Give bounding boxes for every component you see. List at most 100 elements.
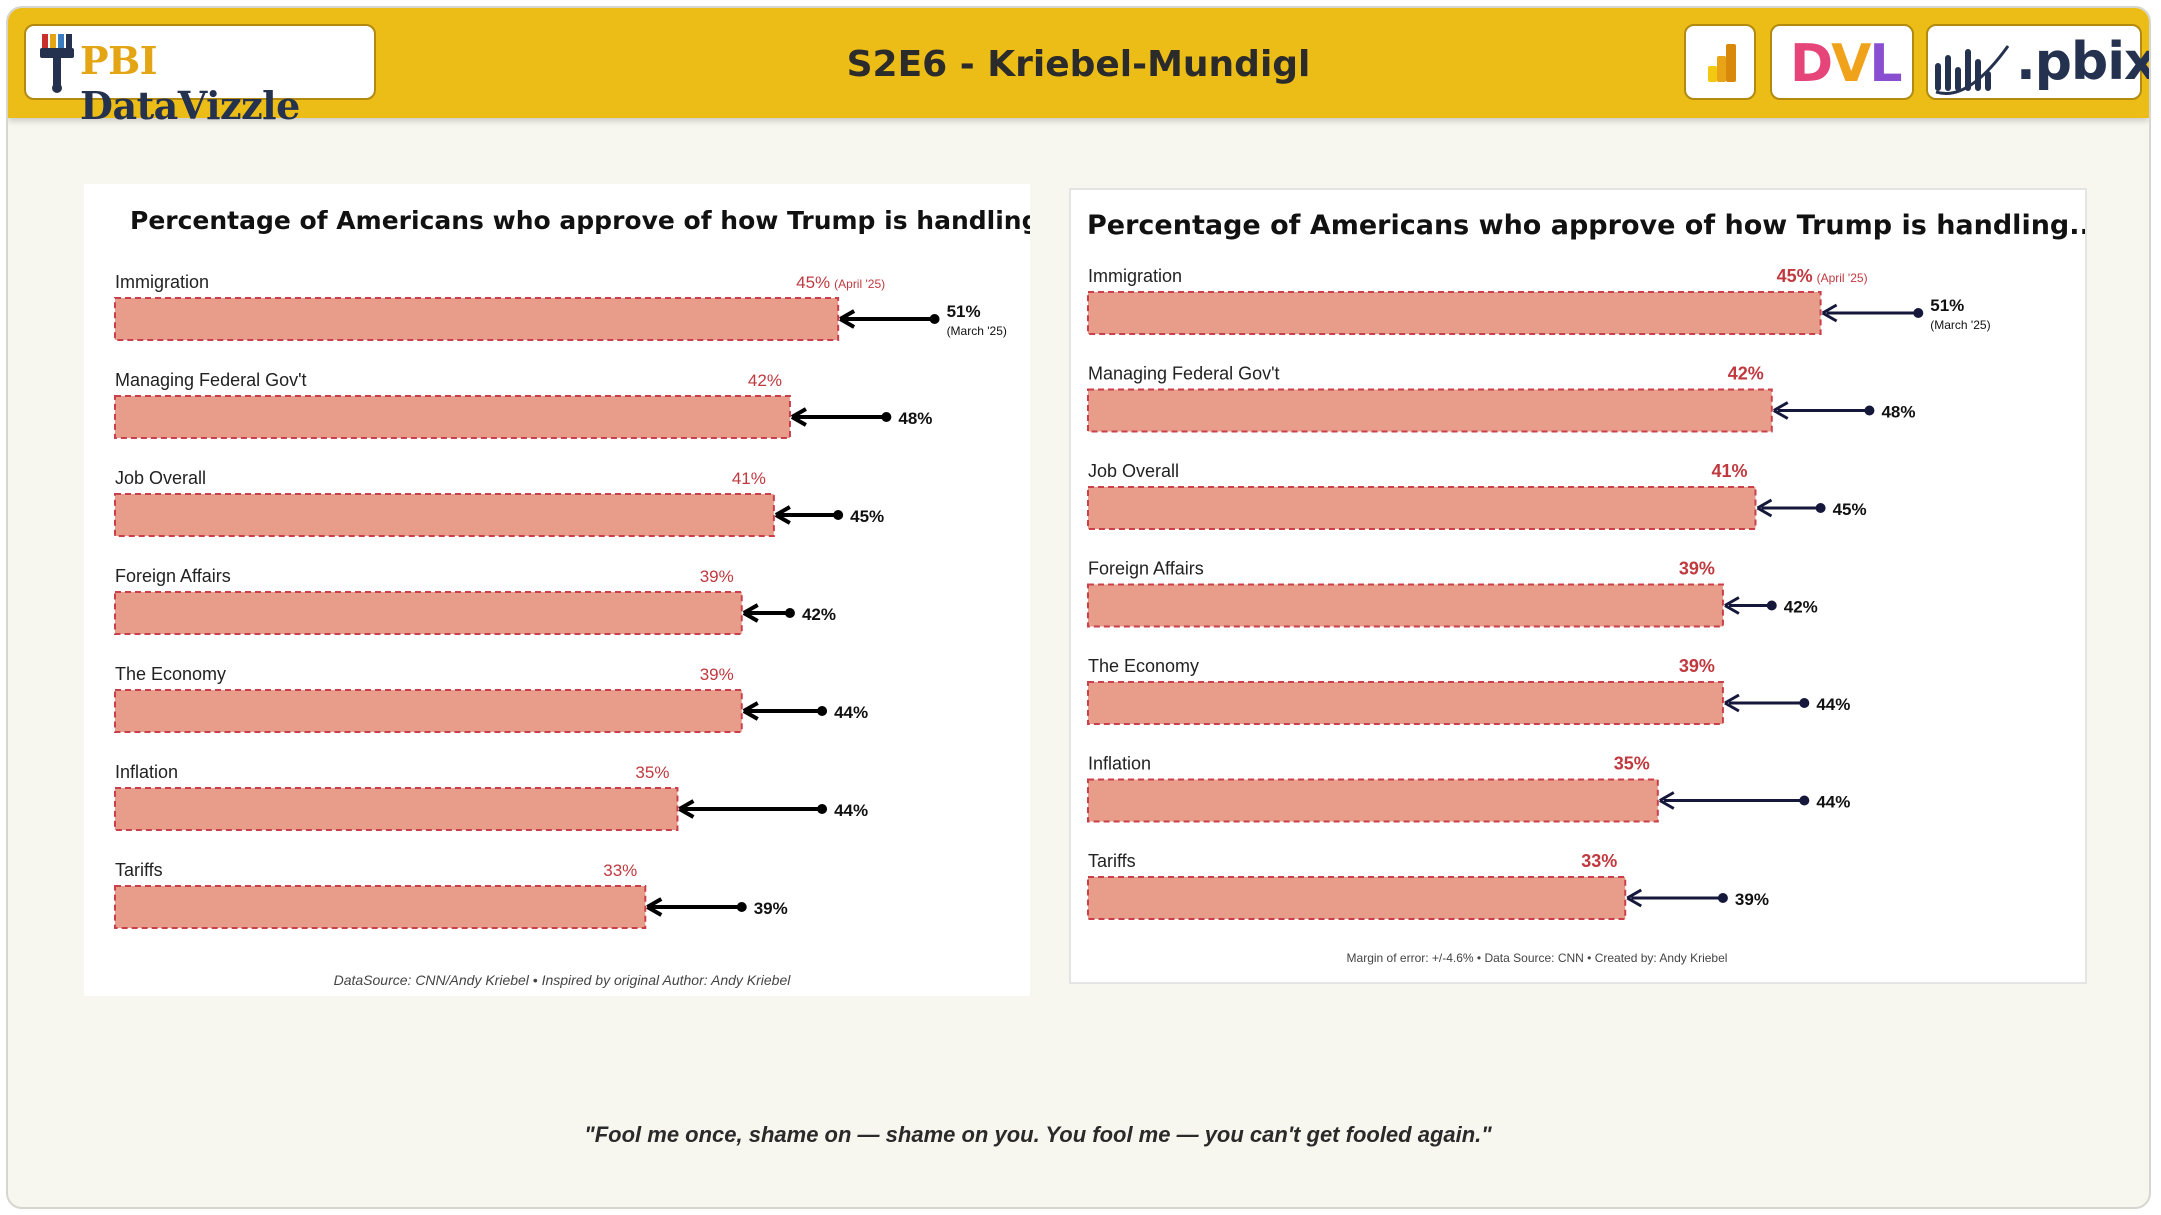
previous-value-foreign-affairs: 42% <box>802 605 836 624</box>
pbix-label: .pbix <box>2016 32 2151 92</box>
approval-chart-right: Percentage of Americans who approve of h… <box>1087 210 2085 965</box>
category-label-immigration: Immigration <box>115 272 209 292</box>
current-value-foreign-affairs: 39% <box>700 567 734 586</box>
previous-value-tariffs: 39% <box>754 899 788 918</box>
previous-value-tariffs: 39% <box>1735 890 1769 909</box>
bar-immigration <box>1087 291 1822 335</box>
current-value-the-economy: 39% <box>700 665 734 684</box>
chart-footer: Margin of error: +/-4.6% • Data Source: … <box>1347 951 1728 965</box>
current-value-immigration: 45% <box>1777 266 1813 286</box>
pbi-datavizzle-logo[interactable]: PBI DataVizzle <box>24 24 376 128</box>
previous-period-note: (March '25) <box>947 324 1007 338</box>
bar-managing-federal-gov-t <box>1087 388 1773 433</box>
previous-dot-foreign-affairs <box>1766 600 1777 611</box>
previous-dot-managing-federal-gov-t <box>881 412 892 422</box>
current-value-job-overall: 41% <box>732 469 766 488</box>
current-value-managing-federal-gov-t: 42% <box>748 371 782 390</box>
arrow-head-tariffs <box>646 897 663 917</box>
current-value-inflation: 35% <box>635 763 669 782</box>
bar-chart-icon <box>1935 45 2010 95</box>
current-value-tariffs: 33% <box>603 861 637 880</box>
arrow-head-inflation <box>678 799 695 819</box>
previous-dot-inflation <box>817 804 828 814</box>
current-value-tariffs: 33% <box>1581 851 1617 871</box>
logo-text: PBI DataVizzle <box>80 38 374 128</box>
previous-period-note: (March '25) <box>1930 318 1990 332</box>
current-value-inflation: 35% <box>1614 754 1650 774</box>
dvl-letter-l: L <box>1869 34 1902 94</box>
previous-dot-job-overall <box>1815 503 1826 513</box>
current-period-note: (April '25) <box>1817 271 1868 285</box>
previous-value-the-economy: 44% <box>834 703 868 722</box>
bar-the-economy <box>1087 681 1724 725</box>
bar-managing-federal-gov-t <box>114 395 791 439</box>
chart-footer: DataSource: CNN/Andy Kriebel • Inspired … <box>334 972 792 988</box>
bar-foreign-affairs <box>114 591 743 635</box>
arrow-head-immigration <box>839 309 856 329</box>
arrow-head-job-overall <box>774 505 791 525</box>
previous-value-immigration: 51% <box>1930 296 1964 315</box>
arrow-head-immigration <box>1821 303 1838 323</box>
chart-title: Percentage of Americans who approve of h… <box>1087 210 2085 241</box>
paintbrush-icon <box>40 34 74 93</box>
category-label-the-economy: The Economy <box>115 664 226 684</box>
quote-text: "Fool me once, shame on — shame on you. … <box>584 1122 1492 1147</box>
category-label-job-overall: Job Overall <box>115 468 206 488</box>
bar-inflation <box>1087 778 1659 823</box>
previous-dot-tariffs <box>736 902 747 912</box>
previous-value-inflation: 44% <box>834 801 868 820</box>
category-label-job-overall: Job Overall <box>1088 461 1179 481</box>
previous-dot-immigration <box>1913 308 1924 318</box>
bar-tariffs <box>1087 876 1627 920</box>
bar-the-economy <box>114 689 743 733</box>
previous-dot-job-overall <box>833 510 844 520</box>
current-value-foreign-affairs: 39% <box>1679 559 1715 579</box>
dashboard-frame: PBI DataVizzle S2E6 - Kriebel-Mundigl DV… <box>6 6 2151 1209</box>
arrow-head-managing-federal-gov-t <box>1773 401 1789 420</box>
page-title: S2E6 - Kriebel-Mundigl <box>846 44 1311 85</box>
previous-dot-immigration <box>929 314 940 324</box>
previous-value-inflation: 44% <box>1816 793 1850 812</box>
previous-dot-the-economy <box>1799 698 1810 708</box>
chart-panel-left: Percentage of Americans who approve of h… <box>84 184 1030 996</box>
current-period-note: (April '25) <box>834 277 885 291</box>
category-label-immigration: Immigration <box>1088 266 1182 286</box>
arrow-head-managing-federal-gov-t <box>790 407 807 427</box>
previous-dot-the-economy <box>817 706 828 716</box>
chart-panel-right: Percentage of Americans who approve of h… <box>1069 188 2087 984</box>
category-label-foreign-affairs: Foreign Affairs <box>115 566 231 586</box>
previous-dot-inflation <box>1799 795 1810 806</box>
dvl-button[interactable]: DVL <box>1770 24 1914 100</box>
category-label-the-economy: The Economy <box>1088 656 1199 676</box>
previous-value-immigration: 51% <box>947 302 981 321</box>
current-value-managing-federal-gov-t: 42% <box>1728 364 1764 384</box>
pbix-download-button[interactable]: .pbix <box>1926 24 2149 100</box>
power-bi-icon <box>1708 44 1736 82</box>
previous-value-job-overall: 45% <box>1833 500 1867 519</box>
bar-immigration <box>114 297 840 341</box>
category-label-inflation: Inflation <box>1088 754 1151 774</box>
category-label-foreign-affairs: Foreign Affairs <box>1088 559 1204 579</box>
bar-job-overall <box>114 493 775 537</box>
logo-pbi: PBI <box>80 38 157 83</box>
chart-title: Percentage of Americans who approve of h… <box>130 206 1030 235</box>
bar-foreign-affairs <box>1087 583 1724 628</box>
dvl-logo-text: DVL <box>1790 34 1903 94</box>
arrow-head-foreign-affairs <box>1724 596 1740 615</box>
current-value-immigration: 45% <box>796 273 830 292</box>
arrow-head-the-economy <box>742 701 759 721</box>
arrow-head-foreign-affairs <box>742 603 759 623</box>
previous-value-managing-federal-gov-t: 48% <box>898 409 932 428</box>
previous-value-the-economy: 44% <box>1816 695 1850 714</box>
previous-dot-managing-federal-gov-t <box>1864 405 1875 416</box>
category-label-inflation: Inflation <box>115 762 178 782</box>
previous-value-job-overall: 45% <box>850 507 884 526</box>
previous-value-foreign-affairs: 42% <box>1784 598 1818 617</box>
power-bi-button[interactable] <box>1684 24 1756 100</box>
approval-chart-left: Percentage of Americans who approve of h… <box>114 206 1030 988</box>
category-label-managing-federal-gov-t: Managing Federal Gov't <box>115 370 307 390</box>
category-label-managing-federal-gov-t: Managing Federal Gov't <box>1088 364 1280 384</box>
bar-job-overall <box>1087 486 1757 530</box>
category-label-tariffs: Tariffs <box>1088 851 1136 871</box>
category-label-tariffs: Tariffs <box>115 860 163 880</box>
